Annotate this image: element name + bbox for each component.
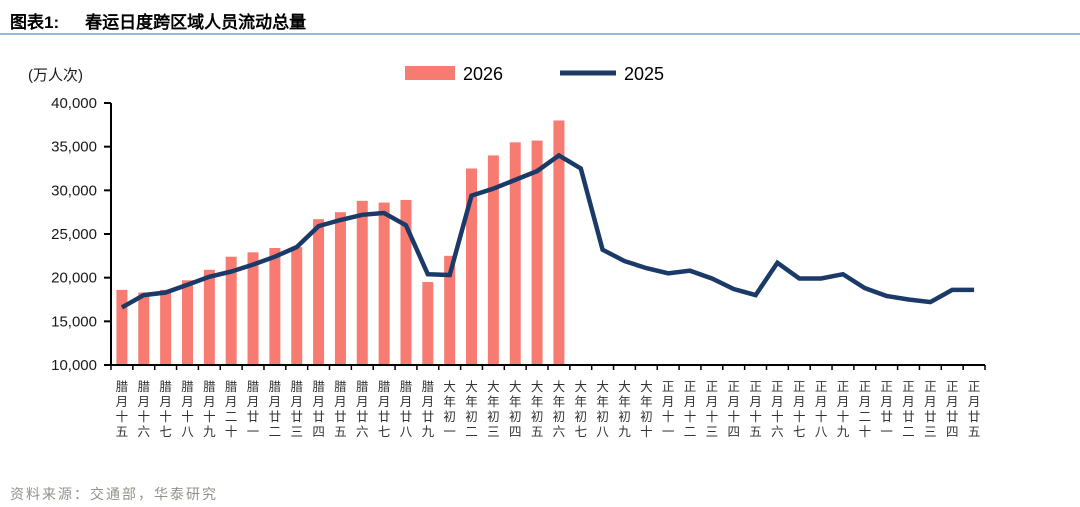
x-axis-label: 大年初八: [596, 380, 609, 439]
x-axis-label: 正月二十: [859, 380, 872, 439]
x-axis-label: 腊月二十: [225, 380, 238, 439]
x-axis-label: 腊月廿一: [247, 380, 260, 439]
bar-2026: [313, 219, 325, 365]
chart-svg: (万人次) 2026 2025 10,000 15,000 20,000 25,000 30,…: [28, 64, 986, 439]
x-axis-label: 正月十五: [749, 380, 762, 439]
bar-2026: [160, 289, 172, 365]
bar-2026: [334, 212, 346, 365]
x-axis-label: 大年初四: [509, 380, 522, 439]
line-2025: [120, 152, 975, 310]
bar-2026: [203, 269, 215, 365]
x-axis-label: 腊月廿九: [422, 380, 435, 439]
x-axis-label: 大年初一: [443, 380, 456, 439]
x-axis-label: 正月廿四: [946, 380, 959, 439]
bar-2026: [138, 292, 150, 365]
x-axis-label: 腊月廿四: [312, 380, 325, 439]
x-axis-label: 正月十二: [684, 380, 697, 439]
bar-2026: [225, 256, 237, 365]
x-axis-label: 大年初十: [640, 380, 653, 439]
x-axis-label: 腊月十七: [159, 380, 172, 439]
x-axis-label: 正月十一: [662, 380, 675, 439]
title-underline: [0, 33, 1080, 35]
x-axis-label: 腊月十八: [181, 380, 194, 439]
bar-2026: [509, 142, 521, 365]
figure-label: 图表1:: [10, 13, 60, 32]
x-axis-label: 大年初三: [487, 380, 500, 439]
x-axis-label: 腊月十六: [138, 380, 151, 439]
bar-2026: [247, 252, 259, 365]
x-axis-label: 正月廿五: [968, 380, 981, 439]
legend-swatch-2026: [405, 66, 455, 80]
x-axis-label: 腊月廿六: [356, 380, 369, 439]
y-axis-label: 15,000: [51, 313, 97, 330]
page-title: 图表1: 春运日度跨区域人员流动总量: [10, 8, 306, 33]
y-axis-label: 20,000: [51, 270, 97, 287]
y-axis-label: 35,000: [51, 139, 97, 156]
y-axis-unit-label: (万人次): [28, 67, 83, 84]
x-axis-label: 腊月十五: [116, 380, 129, 439]
source-note: 资料来源：交通部，华泰研究: [10, 486, 218, 502]
y-axis-label: 30,000: [51, 182, 97, 199]
x-axis-label: 正月十三: [706, 380, 719, 439]
x-axis-label: 正月十七: [793, 380, 806, 439]
x-axis-label: 腊月十九: [203, 380, 216, 439]
y-axis-label: 25,000: [51, 226, 97, 243]
y-axis-label: 10,000: [51, 357, 97, 374]
legend-label-2025: 2025: [624, 64, 664, 84]
bar-2026: [487, 155, 499, 365]
x-axis-label: 大年初九: [618, 380, 631, 439]
x-axis-label: 腊月廿五: [334, 380, 347, 439]
x-axis-label: 腊月廿三: [290, 380, 303, 439]
x-axis-label: 正月廿三: [924, 380, 937, 439]
bar-2026: [422, 282, 434, 365]
legend-label-2026: 2026: [463, 64, 503, 84]
x-axis-label: 正月十九: [837, 380, 850, 439]
figure-title: 春运日度跨区域人员流动总量: [85, 13, 307, 32]
x-axis-label: 大年初六: [553, 380, 566, 439]
x-axis-label: 正月十六: [771, 380, 784, 439]
x-axis-label: 大年初七: [575, 380, 588, 439]
x-axis-label: 腊月廿八: [400, 380, 413, 439]
bar-2026: [444, 255, 456, 365]
x-axis-label: 正月十八: [815, 380, 828, 439]
x-axis-label: 正月廿一: [880, 380, 893, 439]
x-axis-label: 正月廿二: [902, 380, 915, 439]
bar-2026: [116, 289, 128, 365]
bar-2026: [356, 200, 368, 365]
x-axis-label: 大年初五: [531, 380, 544, 439]
bar-2026: [400, 199, 412, 365]
x-axis-label: 腊月廿七: [378, 380, 391, 439]
bar-2026: [531, 140, 543, 365]
y-axis-label: 40,000: [51, 95, 97, 112]
x-axis-label: 正月十四: [727, 380, 740, 439]
bar-2026: [466, 168, 478, 365]
x-axis-label: 腊月廿二: [269, 380, 282, 439]
bar-2026: [269, 247, 281, 365]
bar-2026: [181, 280, 193, 365]
bar-2026: [378, 202, 390, 365]
bar-2026: [291, 247, 303, 365]
x-axis-label: 大年初二: [465, 380, 478, 439]
bar-2026: [553, 120, 565, 365]
